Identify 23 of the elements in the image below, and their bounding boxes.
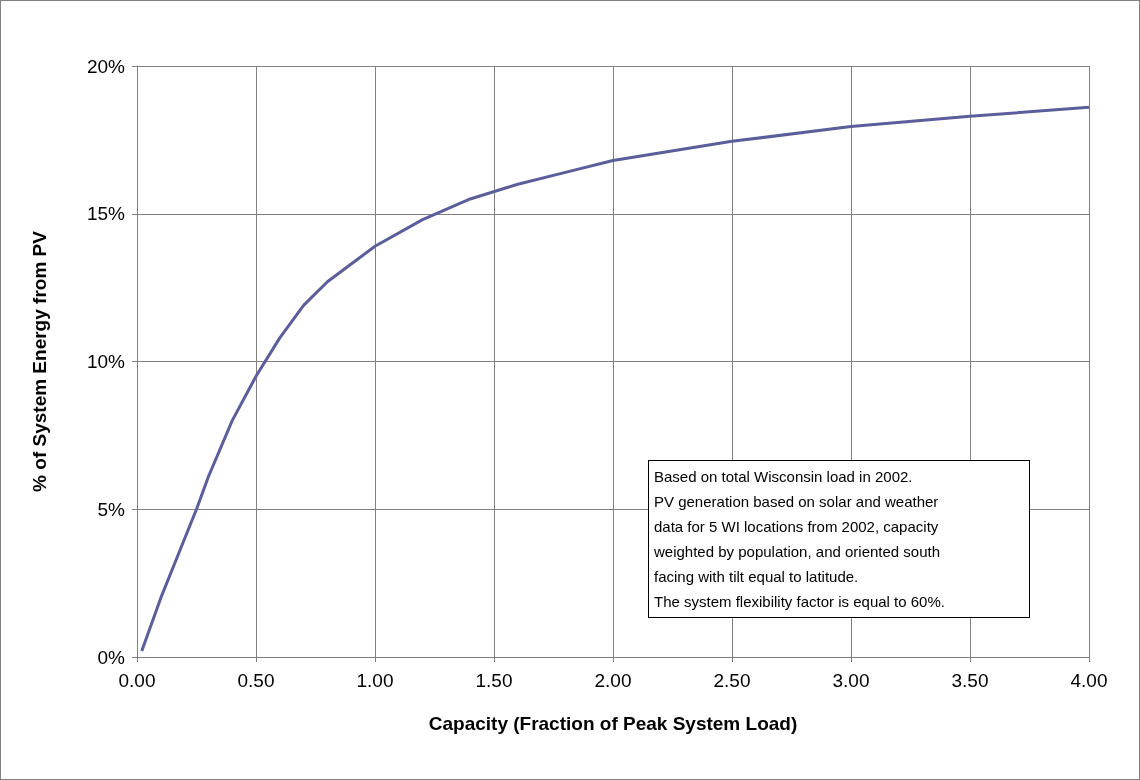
y-tick-label: 20% [86, 55, 126, 77]
x-tick-label: 1.50 [475, 670, 513, 691]
y-axis-title: % of System Energy from PV [29, 230, 50, 492]
x-tick-label: 3.00 [832, 670, 870, 691]
line-series [140, 105, 1091, 653]
x-tick-label: 0.50 [237, 670, 275, 691]
x-tick-label: 0.00 [118, 670, 156, 691]
annotation: The system flexibility factor is equal to 60%. [654, 592, 946, 612]
annotation: Based on total Wisconsin load in 2002. [654, 467, 914, 487]
annotation: facing with tilt equal to latitude. [654, 567, 860, 587]
y-tick-label: 15% [86, 203, 126, 225]
y-tick-label: 10% [86, 351, 126, 372]
x-tick-label: 2.50 [713, 670, 751, 691]
annotation: PV generation based on solar and weather [654, 492, 940, 512]
annotation: weighted by population, and oriented south [654, 542, 942, 562]
x-tick-label: 3.50 [951, 670, 989, 691]
x-tick-label: 1.00 [356, 670, 394, 691]
annotation: data for 5 WI locations from 2002, capacity [654, 517, 940, 537]
y-tick-label: 0% [97, 646, 126, 668]
x-tick-label: 4.00 [1070, 670, 1108, 691]
x-axis-title: Capacity (Fraction of Peak System Load) [428, 713, 798, 734]
x-tick-label: 2.00 [594, 670, 632, 691]
y-tick-label: 5% [97, 498, 126, 520]
